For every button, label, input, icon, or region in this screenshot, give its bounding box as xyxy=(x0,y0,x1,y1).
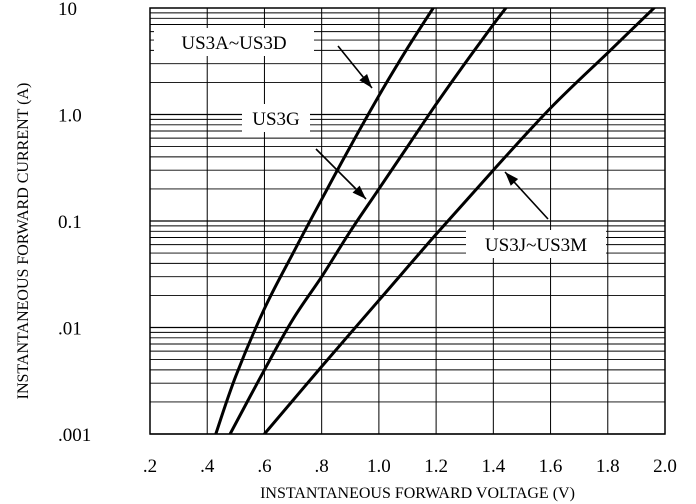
annotation-us3j-us3m: US3J~US3M xyxy=(485,235,587,256)
series-line-us3a-us3d xyxy=(214,8,436,434)
annotation-us3g: US3G xyxy=(252,109,300,130)
plot-frame xyxy=(149,7,666,435)
annotation-us3g-background xyxy=(242,104,310,132)
x-tick-label: 2.0 xyxy=(653,456,677,477)
x-tick-label: 1.0 xyxy=(367,456,391,477)
y-tick-label: 0.1 xyxy=(58,212,82,233)
annotation-us3a-us3d: US3A~US3D xyxy=(181,33,286,54)
grid xyxy=(149,8,666,435)
callout-arrowhead xyxy=(359,73,372,88)
x-tick-label: .4 xyxy=(200,456,215,477)
series-line-us3g xyxy=(228,8,508,434)
callout-arrowhead xyxy=(505,172,519,186)
x-tick-label: .8 xyxy=(315,456,329,477)
x-tick-label: .6 xyxy=(257,456,271,477)
x-tick-label: .2 xyxy=(143,456,157,477)
x-tick-label: 1.6 xyxy=(539,456,563,477)
x-axis-label: INSTANTANEOUS FORWARD VOLTAGE (V) xyxy=(260,485,575,502)
series-curves xyxy=(214,8,657,434)
series-line-us3j-us3m xyxy=(262,8,657,434)
x-tick-label: 1.2 xyxy=(424,456,448,477)
y-tick-label: .001 xyxy=(58,425,91,446)
y-tick-label: 10 xyxy=(58,0,77,20)
annotation-us3j-us3m-background xyxy=(466,230,606,258)
annotation-us3a-us3d-background xyxy=(154,28,314,56)
y-tick-label: 1.0 xyxy=(58,106,82,127)
x-tick-label: 1.8 xyxy=(596,456,620,477)
annotations: US3A~US3D US3G US3J~US3M xyxy=(154,28,606,258)
callout-arrowhead xyxy=(352,185,366,199)
tick-labels: .2 .4 .6 .8 1.0 1.2 1.4 1.6 1.8 2.0 .001 .01 0.1 1.0 1… xyxy=(58,0,677,477)
y-tick-label: .01 xyxy=(58,319,82,340)
y-axis-label: INSTANTANEOUS FORWARD CURRENT (A) xyxy=(15,83,32,400)
x-tick-label: 1.4 xyxy=(481,456,505,477)
